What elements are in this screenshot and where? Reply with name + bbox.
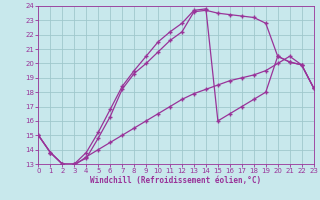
X-axis label: Windchill (Refroidissement éolien,°C): Windchill (Refroidissement éolien,°C) <box>91 176 261 185</box>
